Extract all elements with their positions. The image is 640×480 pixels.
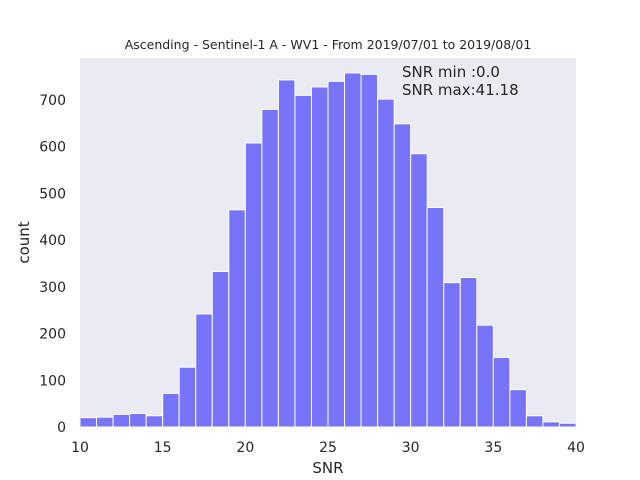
chart-title: Ascending - Sentinel-1 A - WV1 - From 20…	[125, 37, 532, 52]
y-tick-label: 500	[39, 186, 66, 202]
y-tick-labels: 0 100 200 300 400 500 600 700	[39, 93, 66, 436]
x-tick-label: 15	[154, 440, 172, 456]
histogram-bar	[162, 392, 180, 428]
histogram-bar	[294, 94, 312, 428]
x-tick-label: 25	[319, 440, 337, 456]
y-tick-label: 400	[39, 233, 66, 249]
histogram-bar	[178, 366, 197, 428]
histogram-bar	[96, 416, 114, 428]
histogram-bar	[525, 415, 544, 428]
x-tick-label: 40	[567, 440, 585, 456]
snr-max-annotation: SNR max:41.18	[402, 81, 519, 99]
histogram-bar	[377, 98, 395, 428]
histogram-bar	[277, 79, 296, 428]
histogram-bar	[129, 412, 147, 428]
y-tick-label: 300	[39, 280, 66, 296]
x-tick-labels: 10 15 20 25 30 35 40	[71, 440, 585, 456]
x-axis-label: SNR	[312, 459, 343, 477]
y-tick-label: 100	[39, 373, 66, 389]
histogram-bar	[360, 73, 379, 428]
x-tick-label: 10	[71, 440, 89, 456]
histogram-bar	[244, 142, 263, 428]
x-tick-label: 30	[402, 440, 420, 456]
histogram-bar	[509, 389, 527, 428]
histogram-bar	[145, 415, 164, 428]
bars-layer	[79, 72, 577, 428]
histogram-bar	[492, 356, 511, 428]
y-tick-label: 600	[39, 140, 66, 156]
histogram-bar	[459, 277, 478, 428]
histogram-bar	[558, 422, 577, 428]
histogram-bar	[228, 209, 246, 428]
histogram-bar	[79, 417, 98, 428]
histogram-bar	[195, 313, 213, 428]
y-tick-label: 0	[57, 420, 66, 436]
histogram-bar	[476, 324, 494, 428]
histogram-bar	[112, 413, 131, 428]
histogram-bar	[393, 123, 412, 428]
histogram-bar	[211, 270, 230, 428]
histogram-bar	[261, 108, 279, 428]
histogram-bar	[426, 206, 445, 428]
x-tick-label: 20	[236, 440, 254, 456]
histogram-bar	[310, 86, 329, 428]
x-tick-label: 35	[484, 440, 502, 456]
histogram-bar	[443, 282, 461, 428]
histogram-bar	[344, 72, 362, 428]
y-tick-label: 700	[39, 93, 66, 109]
histogram-bar	[542, 421, 560, 428]
y-axis-label: count	[15, 221, 33, 263]
histogram-bar	[410, 153, 428, 428]
snr-min-annotation: SNR min :0.0	[402, 63, 500, 81]
y-tick-label: 200	[39, 327, 66, 343]
histogram-bar	[327, 80, 346, 428]
